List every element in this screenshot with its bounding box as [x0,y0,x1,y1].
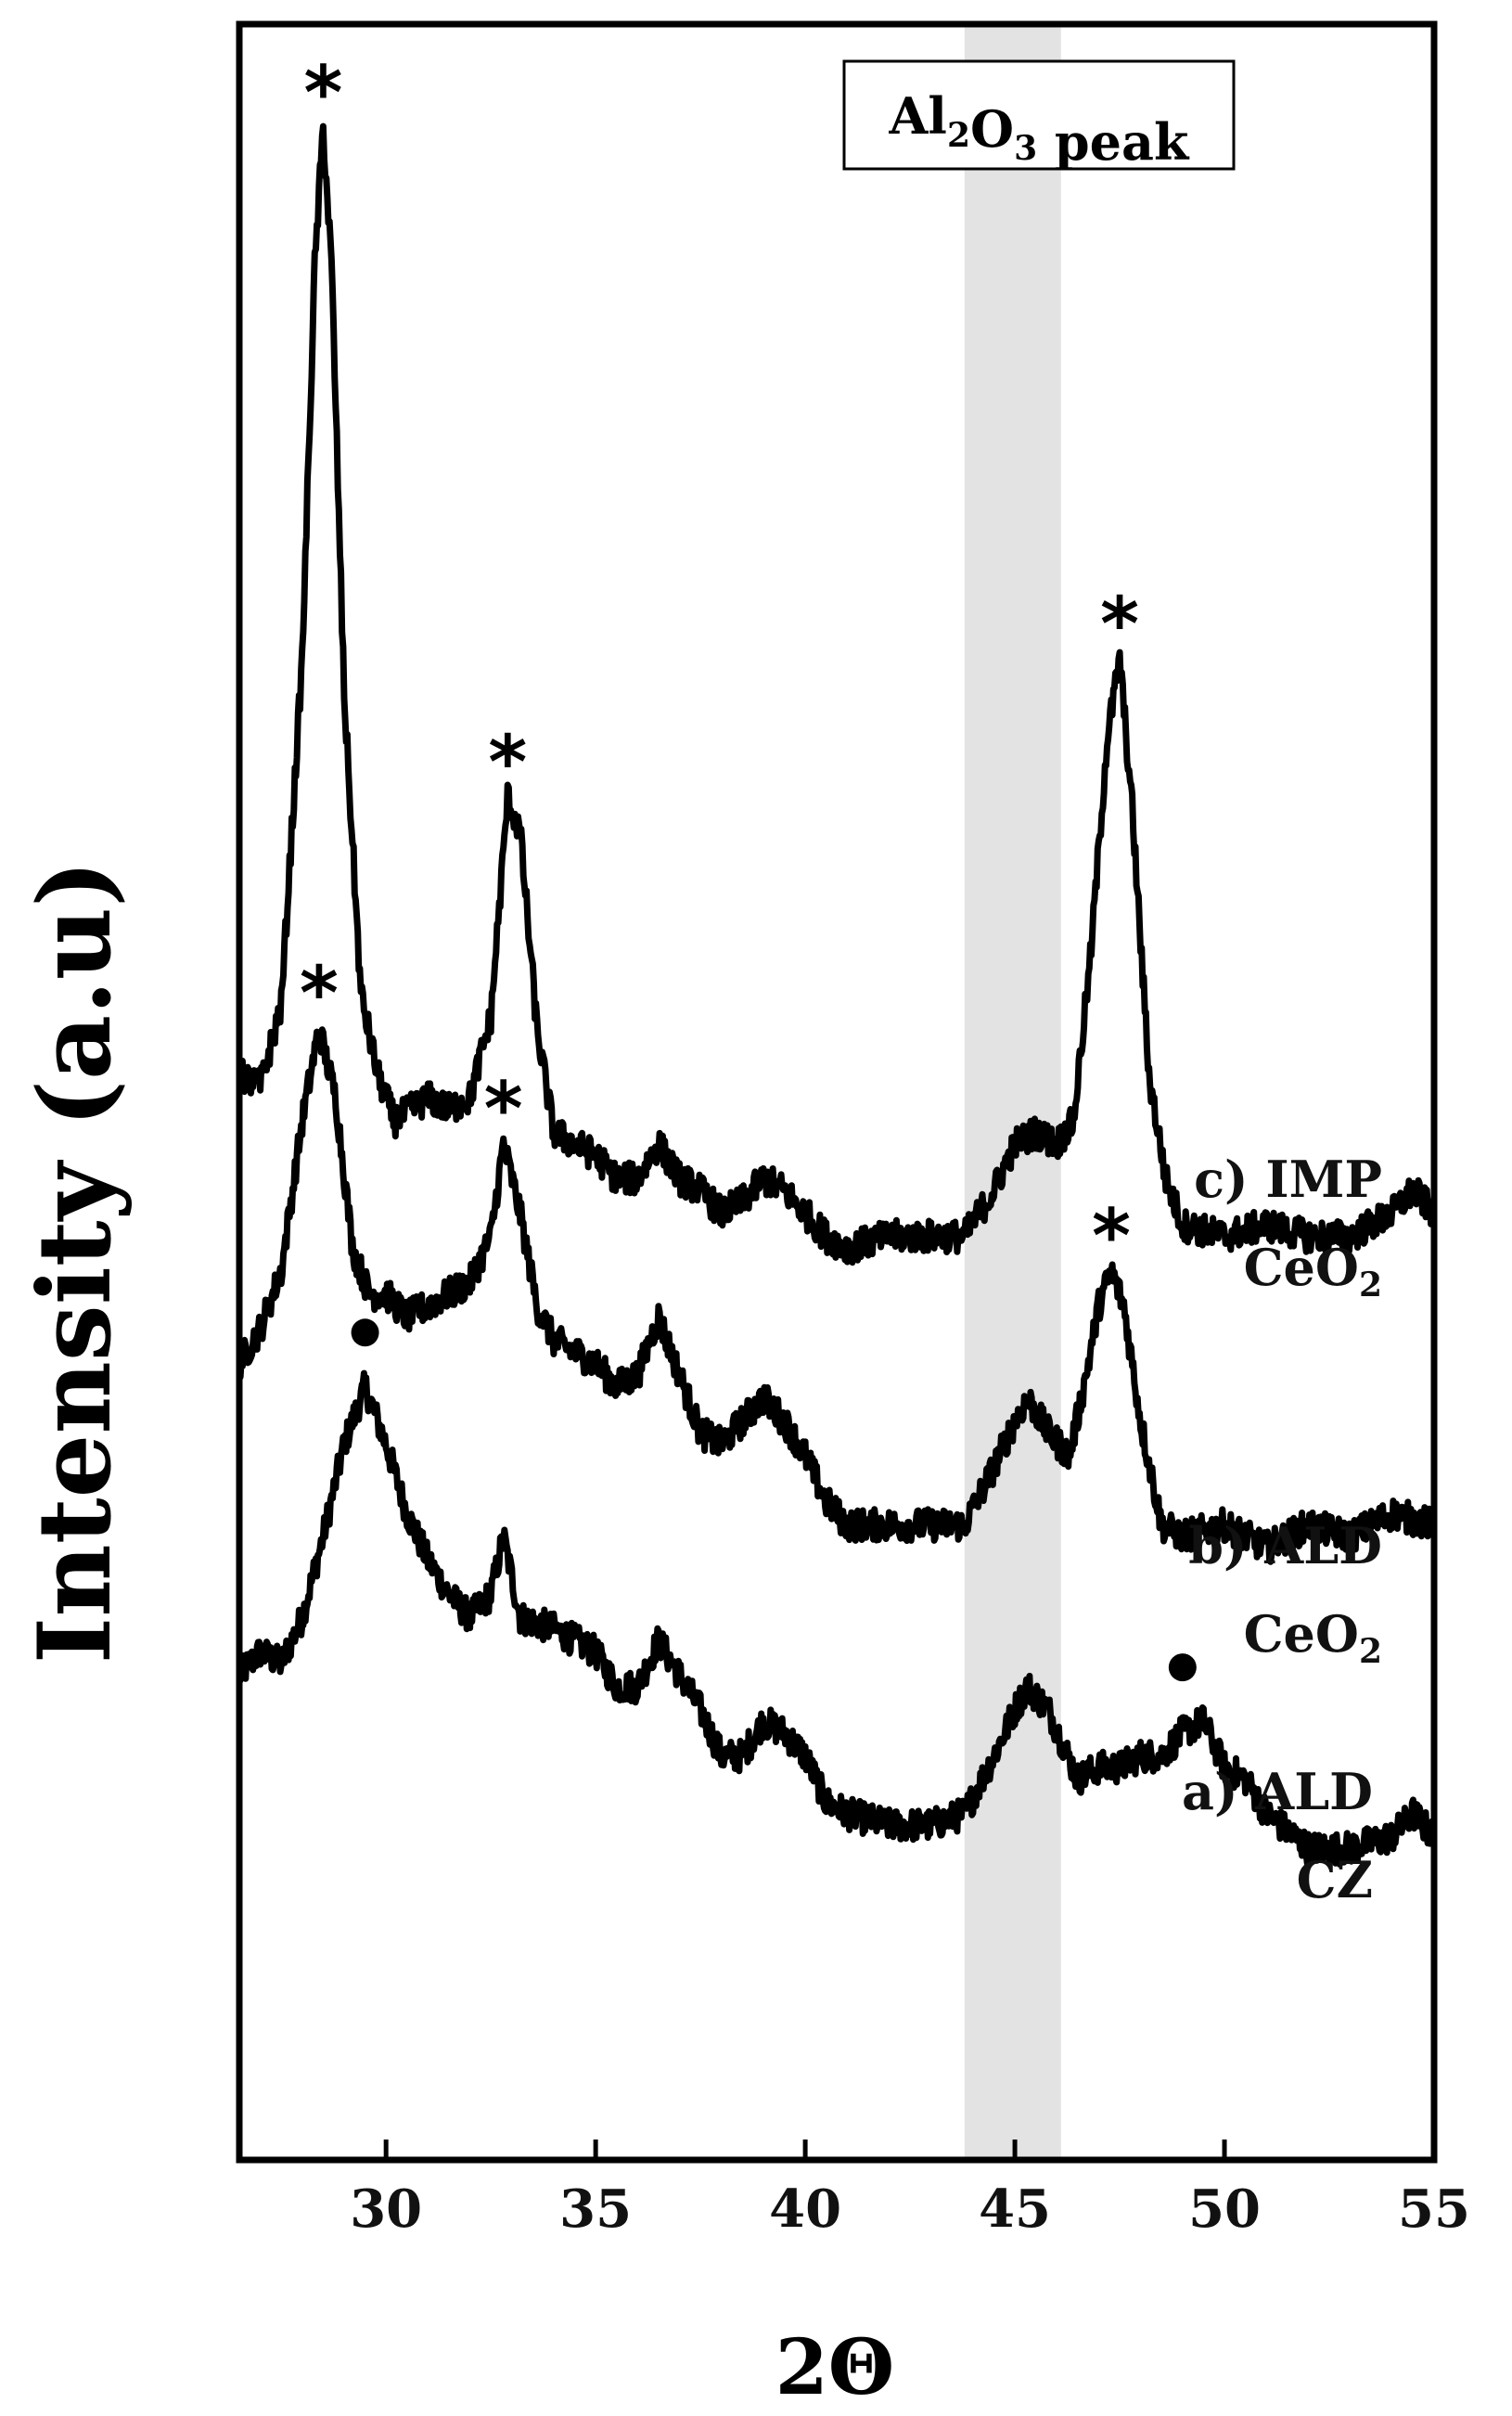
x-axis-ticks: 30 35 40 45 50 55 [350,2140,1470,2240]
series-label-c-line2: CeO2 [1244,1238,1382,1304]
marker-layer: * * * * * * [300,50,1197,1682]
series-label-b-line2: CeO2 [1244,1604,1382,1671]
x-tick-label-45: 45 [979,2178,1051,2240]
series-label-a-line1: a) ALD [1182,1762,1373,1821]
al2o3-label: Al2O3 peak [889,86,1190,172]
series-label-c-line1: c) IMP [1194,1150,1382,1209]
x-tick-label-30: 30 [350,2178,422,2240]
al2o3-label-box [842,59,1236,171]
series-label-a-line2: CZ [1297,1850,1373,1909]
y-axis-title: Intensity (a.u) [17,860,134,1664]
series-line-c [236,122,1438,1266]
peak-marker-dot-6 [351,1318,379,1347]
plot-frame [236,20,1438,2164]
plot-series-layer [236,122,1438,1868]
peak-marker-star-0: * [303,50,342,136]
series-label-layer: a) ALD CZ b) ALD CeO2 c) IMP CeO2 [1182,1150,1382,1909]
peak-marker-star-5: * [1092,1193,1131,1279]
x-axis-title: 2Θ [775,2323,895,2412]
x-tick-label-40: 40 [769,2178,841,2240]
x-tick-label-35: 35 [559,2178,632,2240]
peak-marker-star-3: * [300,951,339,1037]
x-tick-label-55: 55 [1398,2178,1470,2240]
x-tick-label-50: 50 [1188,2178,1261,2240]
al2o3-band [964,24,1061,2160]
series-line-a [236,1369,1438,1868]
series-line-b [236,1026,1438,1565]
peak-marker-star-2: * [1100,581,1139,667]
peak-marker-star-1: * [488,720,527,806]
peak-marker-dot-7 [1168,1653,1197,1682]
highlight-band: Al2O3 peak [842,24,1236,2160]
peak-marker-star-4: * [484,1066,523,1152]
series-label-b-line1: b) ALD [1188,1516,1382,1575]
